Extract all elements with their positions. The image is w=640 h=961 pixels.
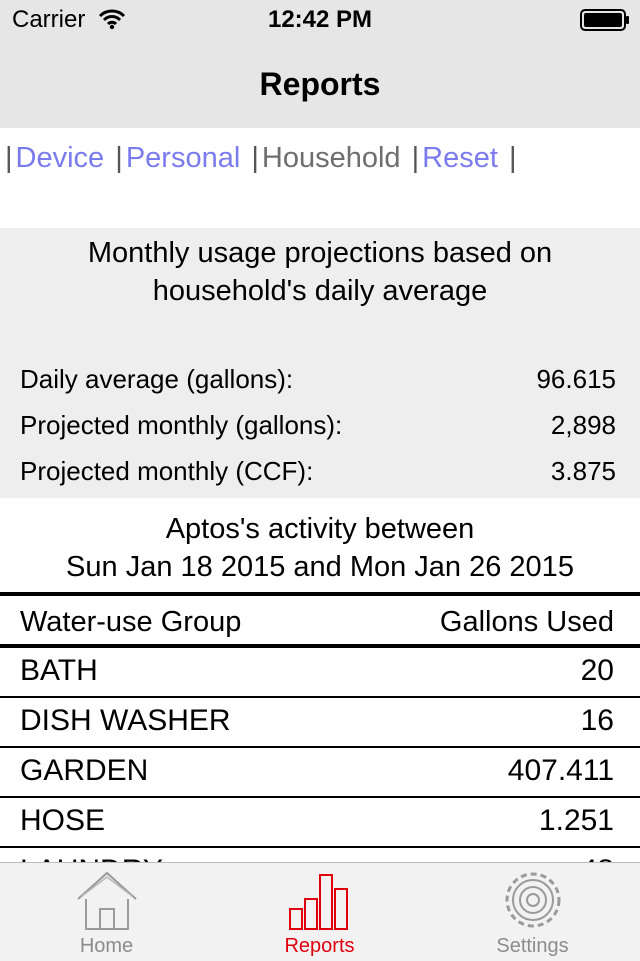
column-header-group: Water-use Group [20, 606, 242, 638]
table-row[interactable]: GARDEN 407.411 [0, 748, 640, 798]
cell-gallons: 48 [581, 854, 614, 862]
summary-heading-line2: household's daily average [152, 275, 488, 307]
clock: 12:42 PM [267, 6, 373, 33]
table-row[interactable]: BATH 20 [0, 648, 640, 698]
separator: | [508, 142, 517, 174]
table-row[interactable]: HOSE 1.251 [0, 798, 640, 848]
status-bar: Carrier 12:42 PM [0, 0, 640, 40]
activity-line2: Sun Jan 18 2015 and Mon Jan 26 2015 [66, 551, 574, 583]
activity-line1: Aptos's activity between [165, 513, 475, 545]
carrier-label: Carrier [12, 6, 86, 33]
tab-home[interactable]: Home [0, 863, 213, 961]
page-title: Reports [259, 66, 381, 102]
tab-bar: Home Reports Settings [0, 862, 640, 961]
table-row[interactable]: DISH WASHER 16 [0, 698, 640, 748]
separator: | [5, 142, 13, 174]
tab-label: Home [79, 935, 134, 957]
stat-value: 96.615 [536, 364, 616, 394]
tab-label: Settings [496, 935, 569, 957]
table-header: Water-use Group Gallons Used [0, 592, 640, 648]
cell-gallons: 407.411 [507, 754, 614, 787]
separator: | [115, 142, 123, 174]
battery-icon [580, 9, 629, 31]
wifi-icon [98, 9, 126, 30]
navigation-bar: Reports [0, 40, 640, 129]
segment-links: | Device | Personal | Household | Reset | [2, 142, 520, 175]
projection-summary: Monthly usage projections based on house… [0, 228, 640, 498]
stat-value: 3.875 [550, 456, 616, 486]
segment-personal[interactable]: Personal [125, 142, 241, 174]
column-header-gallons: Gallons Used [439, 606, 614, 638]
house-icon [76, 871, 137, 930]
tab-label: Reports [284, 935, 355, 957]
stat-label: Projected monthly (gallons): [20, 410, 343, 440]
segment-reset[interactable]: Reset [422, 142, 498, 174]
separator: | [251, 142, 259, 174]
segment-device[interactable]: Device [15, 142, 105, 174]
summary-heading-line1: Monthly usage projections based on [87, 237, 553, 269]
gear-icon [505, 872, 560, 928]
tab-reports[interactable]: Reports [213, 863, 426, 961]
cell-gallons: 16 [580, 704, 614, 737]
summary-heading: Monthly usage projections based on house… [0, 234, 640, 310]
separator: | [411, 142, 420, 174]
cell-group: HOSE [20, 804, 106, 837]
cell-group: BATH [20, 654, 98, 687]
activity-heading: Aptos's activity between Sun Jan 18 2015… [0, 498, 640, 590]
segment-household[interactable]: Household [261, 142, 401, 174]
cell-group: DISH WASHER [20, 704, 231, 737]
stat-label: Daily average (gallons): [20, 364, 294, 394]
cell-gallons: 1.251 [538, 804, 614, 837]
stat-label: Projected monthly (CCF): [20, 456, 314, 486]
report-type-selector: | Device | Personal | Household | Reset | [0, 128, 640, 228]
usage-table[interactable]: BATH 20 DISH WASHER 16 GARDEN 407.411 HO… [0, 648, 640, 862]
cell-group: LAUNDRY [20, 854, 163, 862]
cell-gallons: 20 [580, 654, 614, 687]
cell-group: GARDEN [20, 754, 149, 787]
stat-value: 2,898 [550, 410, 616, 440]
table-row[interactable]: LAUNDRY 48 [0, 848, 640, 862]
bar-chart-icon [288, 874, 348, 930]
tab-settings[interactable]: Settings [426, 863, 639, 961]
